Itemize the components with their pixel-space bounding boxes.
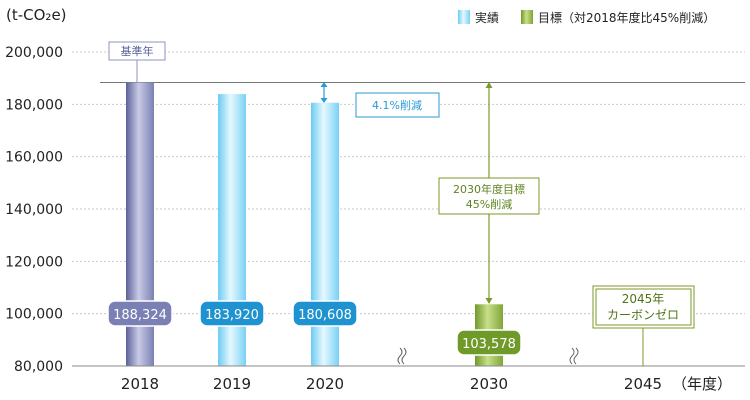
base-year-label: 基準年 bbox=[121, 44, 154, 58]
y-unit-label: (t-CO₂e) bbox=[6, 6, 67, 24]
value-label-bg-2019 bbox=[199, 300, 265, 327]
x-unit-label: （年度） bbox=[672, 375, 732, 393]
reduction-2020-annotation: 4.1%削減 bbox=[320, 82, 440, 118]
y-tick-label: 160,000 bbox=[5, 150, 63, 166]
y-tick-label: 100,000 bbox=[5, 307, 63, 323]
legend-swatch-actual bbox=[458, 10, 470, 24]
value-label-2018: 188,324 bbox=[113, 308, 167, 323]
legend-label-target: 目標（対2018年度比45%削減） bbox=[538, 10, 715, 25]
y-axis: 80,000 100,000 120,000 140,000 160,000 180,00… bbox=[5, 45, 63, 375]
x-tick-label-2030: 2030 bbox=[470, 375, 508, 393]
y-tick-label: 120,000 bbox=[5, 254, 63, 270]
carbon-zero-2045-annotation: 2045年 カーボンゼロ bbox=[592, 285, 695, 366]
x-tick-label-2045: 2045 bbox=[624, 375, 662, 393]
value-labels: 188,324 183,920 180,608 103,578 bbox=[107, 300, 522, 356]
zero-2045-line1: 2045年 bbox=[622, 292, 665, 306]
value-label-bg-2018 bbox=[107, 300, 173, 327]
legend-label-actual: 実績 bbox=[475, 10, 499, 25]
target-2030-annotation: 2030年度目標 45%削減 bbox=[438, 82, 540, 304]
zero-2045-line2: カーボンゼロ bbox=[607, 308, 679, 322]
target-2030-line2: 45%削減 bbox=[466, 197, 512, 211]
base-year-annotation: 基準年 bbox=[108, 41, 166, 83]
legend: 実績 目標（対2018年度比45%削減） bbox=[458, 10, 715, 25]
value-label-2030: 103,578 bbox=[462, 337, 516, 352]
y-tick-label: 200,000 bbox=[5, 45, 63, 61]
x-axis-labels: 2018 2019 2020 2030 2045 bbox=[121, 375, 662, 393]
reduction-2020-label: 4.1%削減 bbox=[372, 98, 422, 112]
target-2030-line1: 2030年度目標 bbox=[453, 182, 525, 196]
y-tick-label: 140,000 bbox=[5, 202, 63, 218]
axis-break-2 bbox=[569, 347, 579, 365]
x-tick-label-2018: 2018 bbox=[121, 375, 159, 393]
value-label-bg-2030 bbox=[456, 329, 522, 356]
y-tick-label: 180,000 bbox=[5, 97, 63, 113]
value-label-bg-2020 bbox=[292, 300, 358, 327]
legend-swatch-target bbox=[521, 10, 533, 24]
x-tick-label-2020: 2020 bbox=[306, 375, 344, 393]
y-tick-label: 80,000 bbox=[14, 359, 63, 375]
value-label-2020: 180,608 bbox=[298, 308, 352, 323]
value-label-2019: 183,920 bbox=[205, 308, 259, 323]
axis-break-1 bbox=[397, 347, 407, 365]
x-tick-label-2019: 2019 bbox=[213, 375, 251, 393]
grid bbox=[72, 51, 745, 315]
